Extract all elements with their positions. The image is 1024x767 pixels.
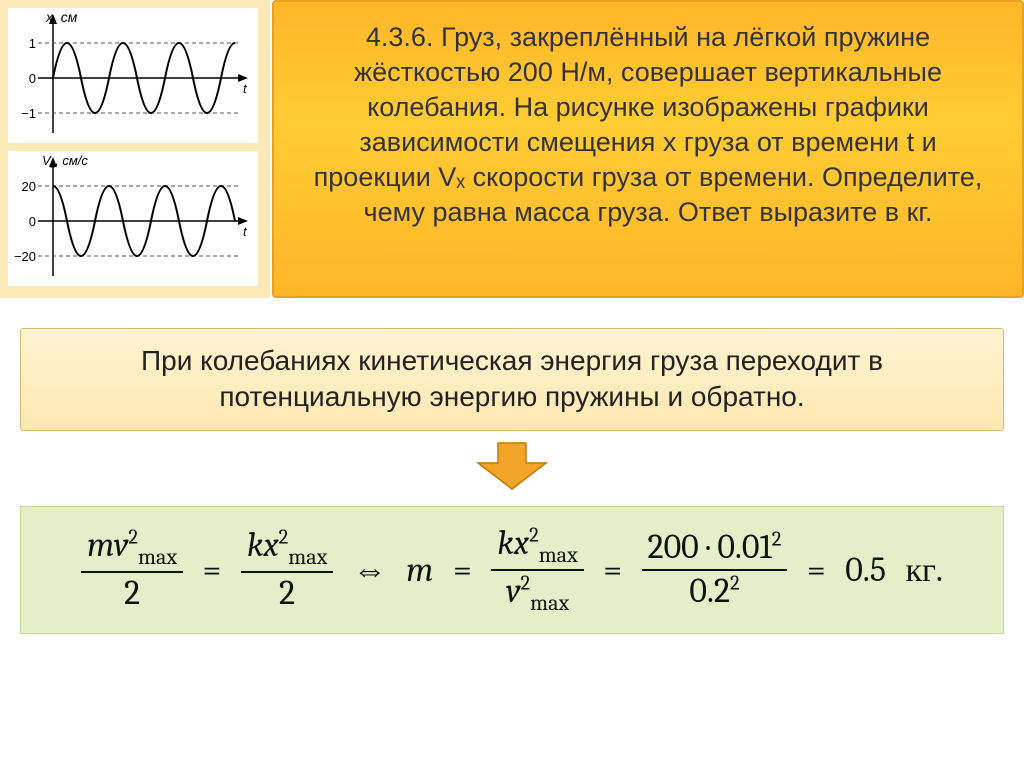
problem-text: Груз, закреплённый на лёгкой пружине жёс… (314, 22, 983, 227)
svg-text:t: t (243, 81, 248, 96)
result-unit: кг. (905, 550, 942, 590)
iff-symbol: ⇔ (353, 550, 387, 590)
equals-1: = (203, 550, 222, 590)
svg-text:−20: −20 (14, 249, 36, 264)
svg-text:0: 0 (29, 214, 36, 229)
top-row: x, см 1 0 −1 t Vx, см/с (0, 0, 1024, 298)
displacement-graph: x, см 1 0 −1 t (8, 8, 258, 143)
frac-m-symbolic: kx2max v2max (491, 525, 583, 615)
formula-box: mv2max 2 = kx2max 2 ⇔ m = kx2max v2max =… (20, 506, 1004, 634)
x-value: 0.01 (717, 527, 771, 567)
svg-text:1: 1 (29, 36, 36, 51)
m-var: m (406, 550, 433, 590)
svg-text:t: t (243, 224, 248, 239)
frac-numeric: 200 · 0.012 0.22 (642, 529, 788, 610)
result-value: 0.5 (845, 550, 886, 590)
principle-text: При колебаниях кинетическая энергия груз… (141, 345, 883, 412)
equals-3: = (603, 550, 622, 590)
svg-text:0: 0 (29, 71, 36, 86)
principle-box: При колебаниях кинетическая энергия груз… (20, 328, 1004, 431)
arrow-down (0, 441, 1024, 496)
k-value: 200 (648, 527, 699, 567)
v-value: 0.2 (689, 571, 730, 611)
frac-kinetic: mv2max 2 (81, 527, 183, 612)
problem-statement: 4.3.6. Груз, закреплённый на лёгкой пруж… (272, 0, 1024, 298)
frac-potential: kx2max 2 (241, 527, 333, 612)
equals-2: = (453, 550, 472, 590)
svg-text:−1: −1 (21, 106, 36, 121)
svg-text:Vx, см/с: Vx, см/с (42, 153, 88, 170)
equals-4: = (807, 550, 826, 590)
problem-number: 4.3.6. (366, 22, 434, 52)
svg-text:20: 20 (22, 179, 36, 194)
velocity-graph: Vx, см/с 20 0 −20 t (8, 151, 258, 286)
graphs-panel: x, см 1 0 −1 t Vx, см/с (0, 0, 270, 298)
